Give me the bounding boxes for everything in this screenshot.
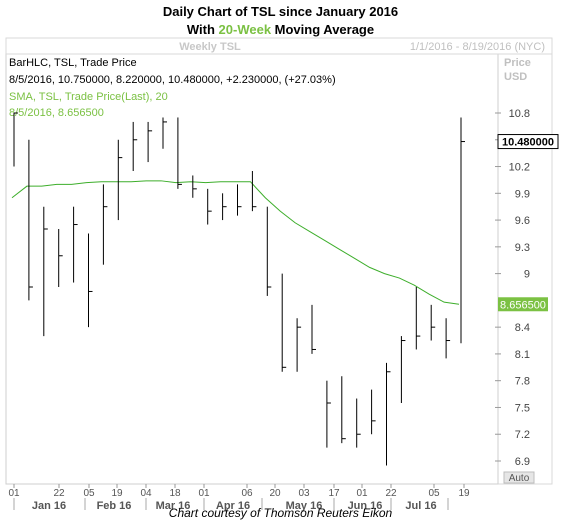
x-day-label: 03 — [298, 488, 310, 499]
hlc-bar — [13, 112, 18, 167]
hlc-bar — [415, 287, 421, 350]
footer-credit: Chart courtesy of Thomson Reuters Eikon — [168, 506, 393, 520]
hlc-bar — [386, 362, 391, 466]
hlc-bar — [296, 318, 302, 372]
sma-tag-label: 8.656500 — [500, 299, 546, 311]
sma-line — [11, 180, 460, 305]
x-day-label: 22 — [53, 488, 65, 499]
hlc-bar — [73, 206, 78, 283]
hlc-bar — [43, 206, 48, 337]
legend-line-4: 8/5/2016, 8.656500 — [9, 107, 104, 119]
y-tick-label: 6.9 — [515, 456, 530, 468]
hlc-bar — [445, 318, 451, 359]
x-month-label: Feb 16 — [97, 500, 132, 512]
panel-title: Weekly TSL — [179, 41, 241, 53]
y-axis: 10.810.510.29.99.69.398.48.17.87.57.26.9 — [495, 108, 530, 468]
x-day-label: 22 — [385, 488, 397, 499]
date-range: 1/1/2016 - 8/19/2016 (NYC) — [410, 41, 545, 53]
hlc-bar — [58, 229, 63, 287]
x-day-label: 01 — [356, 488, 368, 499]
y-tick-label: 9.6 — [515, 215, 530, 227]
hlc-bar — [371, 389, 376, 435]
auto-button[interactable] — [503, 471, 535, 484]
x-month-label: Jul 16 — [405, 500, 436, 512]
x-month-label: Mar 16 — [156, 500, 191, 512]
y-tick-label: 7.2 — [515, 429, 530, 441]
x-day-label: 01 — [8, 488, 20, 499]
hlc-bar — [341, 376, 346, 444]
y-tick-label: 9.9 — [515, 188, 530, 200]
hlc-bar — [430, 304, 436, 341]
hlc-bar — [281, 273, 287, 372]
last-price-tag — [497, 134, 559, 150]
x-day-label: 19 — [111, 488, 123, 499]
x-day-label: 20 — [269, 488, 281, 499]
x-day-label: 06 — [241, 488, 253, 499]
hlc-bar — [356, 398, 361, 448]
y-tick-label: 7.5 — [515, 402, 530, 414]
y-tick-label: 8.1 — [515, 349, 530, 361]
y-tick-label: 9.3 — [515, 242, 530, 254]
hlc-bar — [251, 171, 257, 212]
x-day-label: 01 — [198, 488, 210, 499]
x-day-label: 05 — [83, 488, 95, 499]
hlc-bar — [132, 121, 138, 171]
x-month-label: Apr 16 — [216, 500, 250, 512]
value-tags: 10.480000 8.656500 — [497, 134, 559, 312]
hlc-bars — [13, 112, 465, 466]
y-tick-label: 10.2 — [509, 162, 530, 174]
y-tick-label: 10.8 — [509, 108, 530, 120]
hlc-bar — [177, 117, 182, 189]
sma-tag — [498, 297, 548, 312]
hlc-bar — [400, 336, 406, 403]
hlc-bar — [460, 117, 465, 344]
chart-title: Daily Chart of TSL since January 2016 — [162, 4, 399, 19]
last-price-tag-label: 10.480000 — [502, 137, 554, 149]
hlc-bar — [326, 380, 331, 448]
hlc-bar — [117, 139, 123, 221]
y-tick-label: 8.4 — [515, 322, 530, 334]
hlc-bar — [237, 184, 242, 216]
legend-line-3: SMA, TSL, Trade Price(Last), 20 — [9, 91, 168, 103]
x-day-label: 17 — [328, 488, 340, 499]
hlc-bar — [162, 117, 167, 149]
hlc-bar — [222, 193, 227, 221]
hlc-bar — [102, 184, 108, 265]
x-month-label: May 16 — [286, 500, 323, 512]
legend-line-1: BarHLC, TSL, Trade Price — [9, 57, 137, 69]
x-day-label: 05 — [428, 488, 440, 499]
x-day-label: 04 — [140, 488, 152, 499]
hlc-bar — [192, 175, 197, 198]
x-day-label: 18 — [169, 488, 181, 499]
hlc-bar — [266, 206, 272, 296]
x-month-label: Jun 16 — [348, 500, 383, 512]
y-tick-label: 9 — [524, 269, 530, 281]
hlc-bar — [311, 304, 316, 354]
x-day-label: 19 — [458, 488, 470, 499]
hlc-bar — [28, 139, 33, 301]
auto-label[interactable]: Auto — [509, 473, 530, 484]
x-month-label: Jan 16 — [32, 500, 66, 512]
hlc-bar — [207, 188, 212, 225]
chart-subtitle: With 20-Week Moving Average — [0, 21, 561, 39]
y-tick-label: 7.8 — [515, 376, 530, 388]
subtitle-highlight: 20-Week — [218, 22, 272, 37]
subtitle-suffix: Moving Average — [271, 22, 375, 37]
hlc-bar — [88, 233, 93, 328]
price-axis-label: Price — [504, 57, 531, 69]
currency-axis-label: USD — [504, 71, 527, 83]
legend-line-2: 8/5/2016, 10.750000, 8.220000, 10.480000… — [9, 74, 336, 86]
subtitle-prefix: With — [186, 22, 219, 37]
hlc-bar — [147, 121, 153, 163]
x-axis: 01 22 05 19 04 18 01 06 20 03 17 01 22 05 19 Jan 16 Feb … — [8, 484, 470, 512]
